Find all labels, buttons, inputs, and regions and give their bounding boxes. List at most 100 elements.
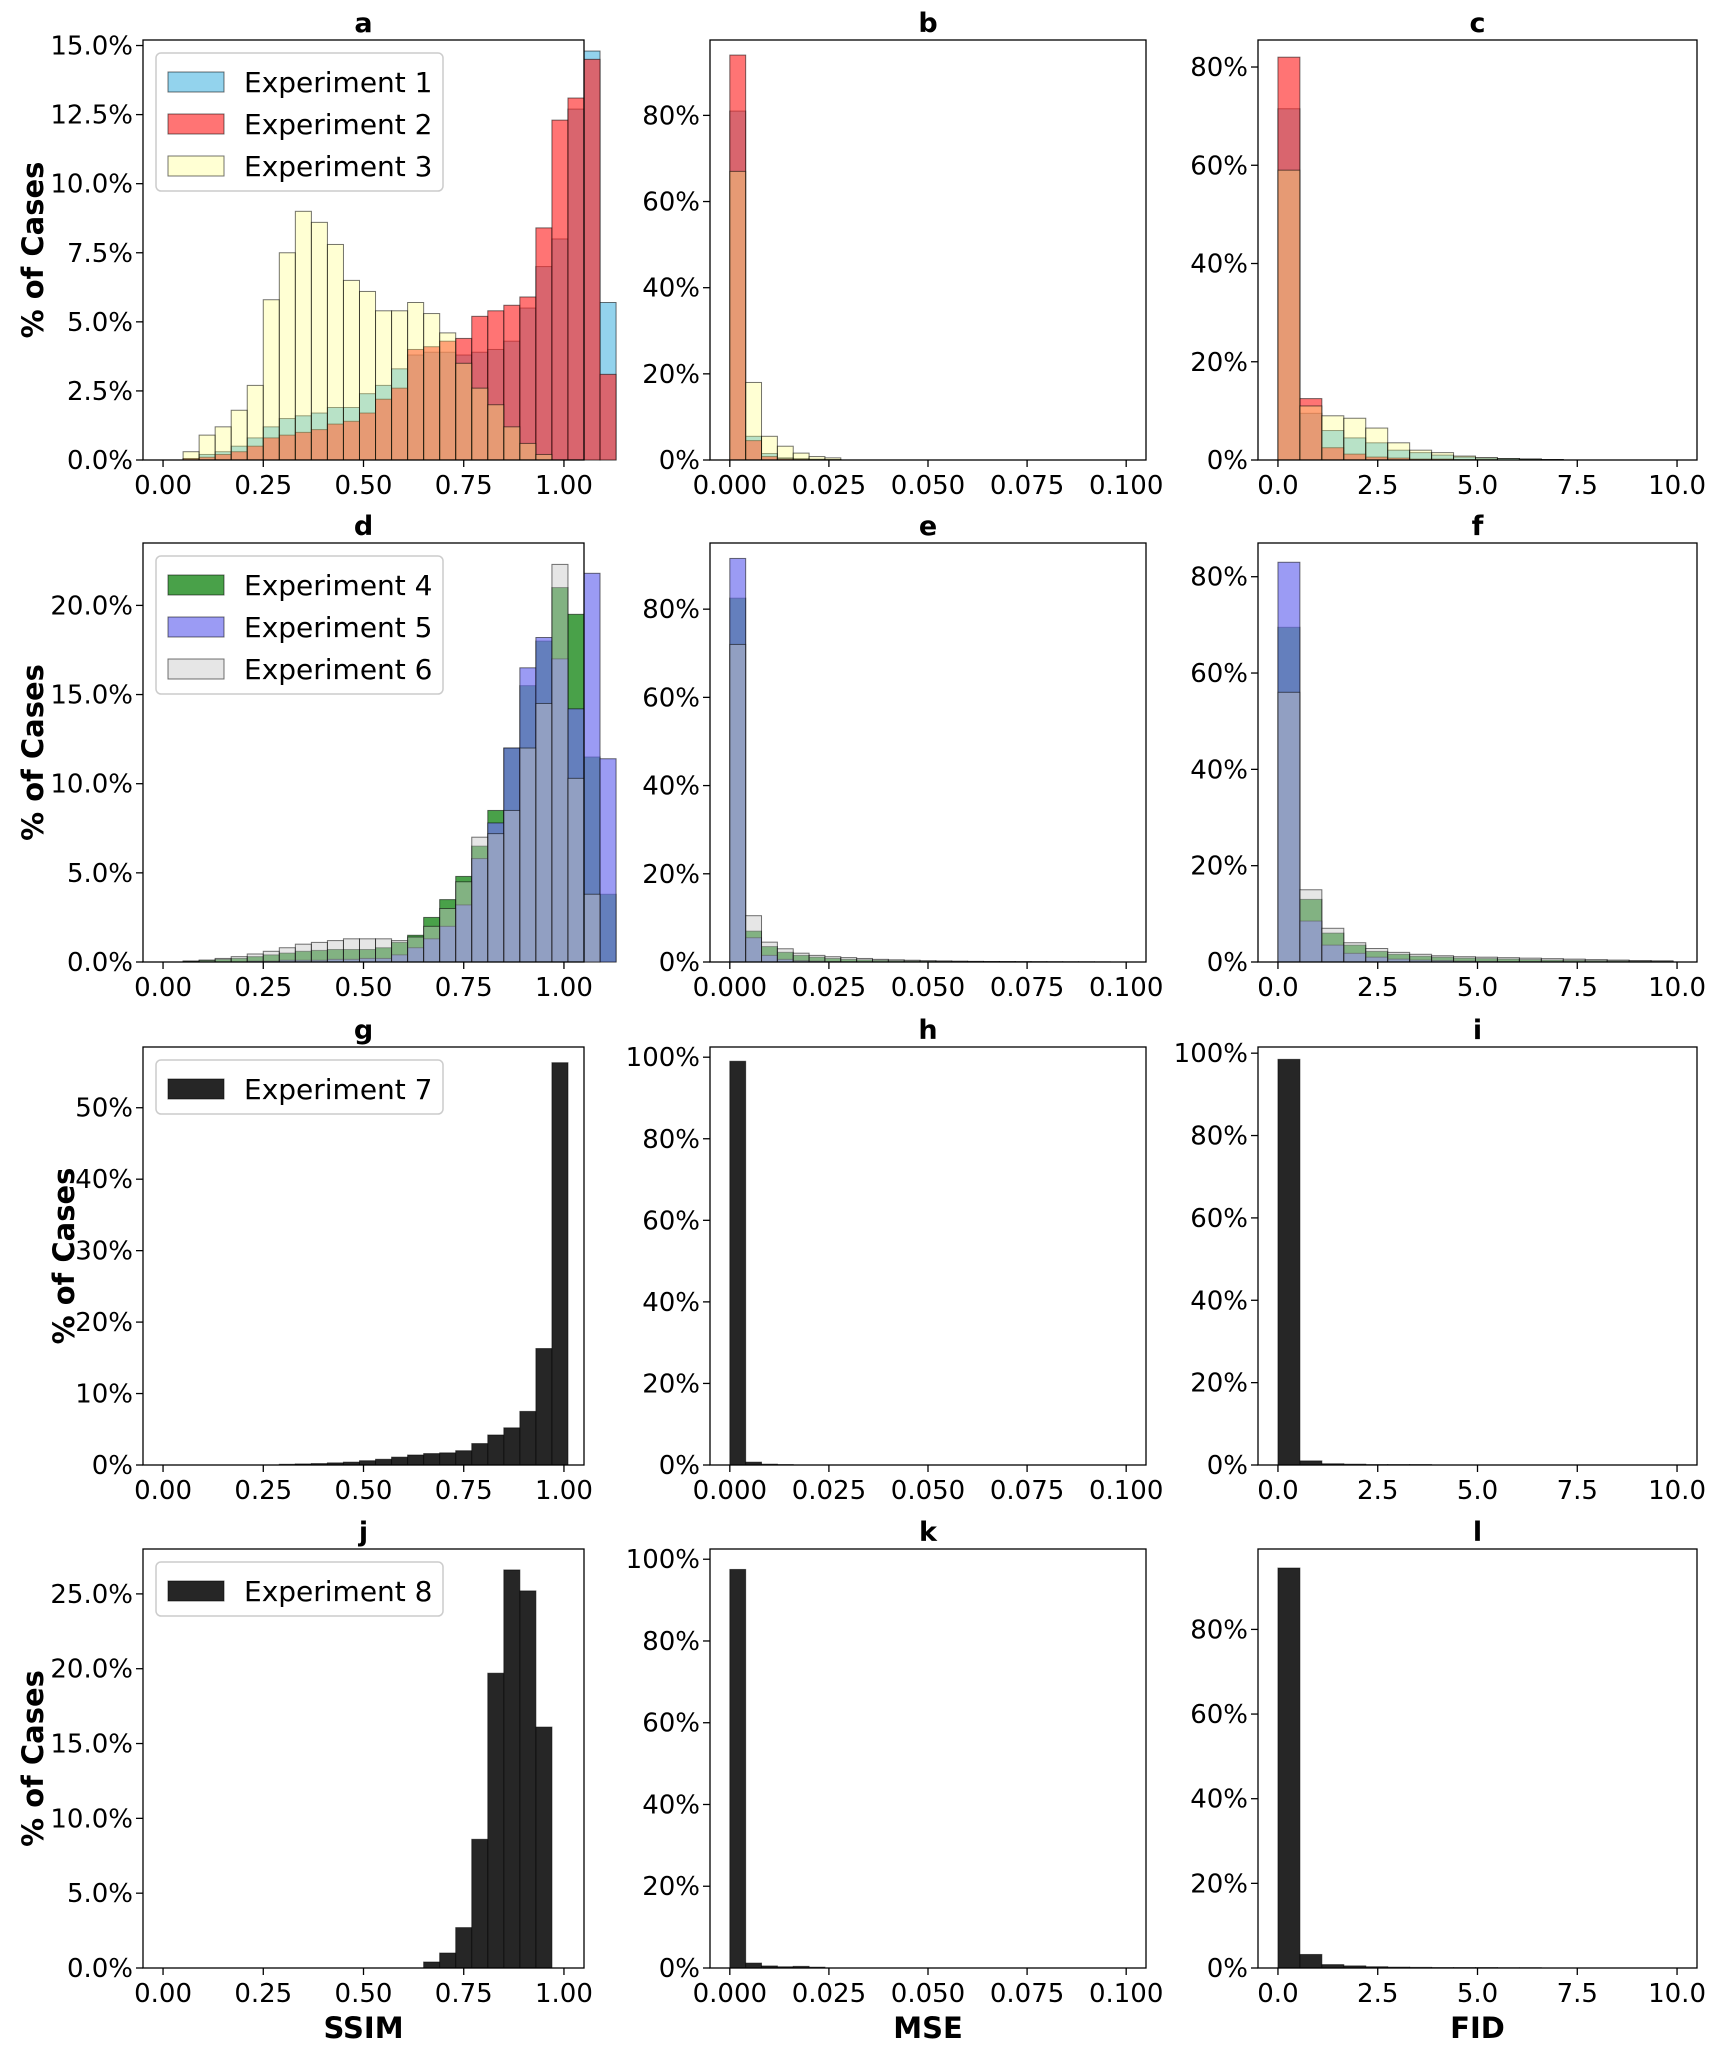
x-tick-label: 0.000 [693,471,767,501]
y-tick-label: 5.0% [67,859,133,889]
bar [439,1952,457,1969]
bar [567,97,585,461]
y-tick-label: 10.0% [50,770,133,800]
plot-frame [709,1046,1147,1466]
y-tick-label: 20% [1190,852,1248,882]
panel-f: 0.0 2.5 5.0 7.5 10.0 0% 20% 40% 60% 80% f [1190,511,1706,1003]
bar [1321,415,1345,461]
legend-label: Experiment 6 [244,653,433,686]
bar [1321,927,1345,963]
bar [792,952,810,963]
x-tick-label: 0.100 [1089,1979,1163,2009]
bar [1409,449,1433,461]
bar [729,643,747,963]
y-tick-label: 40% [642,274,700,304]
legend-swatch [167,616,225,638]
y-tick-label: 0% [659,948,700,978]
x-tick-label: 0.50 [335,1979,393,2009]
bar [230,409,248,461]
bar [1277,1058,1301,1466]
y-tick-label: 10.0% [50,1804,133,1834]
y-tick-label: 0.0% [67,948,133,978]
x-axis-label: MSE [893,2011,963,2045]
legend-box [155,1561,444,1617]
y-tick-label: 20% [1190,348,1248,378]
y-axis-label: % of Cases [16,664,50,841]
x-tick-label: 0.25 [234,1979,292,2009]
bar [599,373,617,461]
x-tick-label: 7.5 [1557,973,1598,1003]
x-tick-label: 0.000 [693,973,767,1003]
y-tick-label: 20.0% [50,1655,133,1685]
x-tick-label: 0.000 [693,1979,767,2009]
legend-swatch [167,155,225,177]
panel-i: 0.0 2.5 5.0 7.5 10.0 0% 20% 40% 60% 80% 100% i [1174,1015,1706,1506]
x-tick-label: 0.00 [134,1979,192,2009]
bar [792,452,810,461]
legend-label: Experiment 1 [244,66,433,99]
y-tick-label: 40% [1190,1286,1248,1316]
y-tick-label: 5.0% [67,308,133,338]
bar [310,941,328,963]
x-tick-label: 0.075 [990,1476,1064,1506]
bar [423,1453,441,1466]
bar [1409,953,1433,963]
panel-l: 0.0 2.5 5.0 7.5 10.0 0% 20% 40% 60% 80% l FID [1190,1517,1706,2045]
legend-label: Experiment 5 [244,611,433,644]
bar [391,310,409,461]
x-tick-label: 0.00 [134,471,192,501]
y-tick-label: 60% [1190,1700,1248,1730]
x-tick-label: 0.100 [1089,1476,1163,1506]
bar [745,1962,763,1969]
bar [761,941,778,963]
bar [824,956,842,963]
y-tick-label: 20% [642,1369,700,1399]
x-tick-label: 0.050 [891,1979,965,2009]
y-tick-label: 80% [642,1627,700,1657]
bar [729,1060,747,1466]
bar [455,1450,473,1466]
x-tick-label: 0.75 [435,1979,493,2009]
y-tick-label: 0% [659,446,700,476]
bar [358,290,377,461]
bar [567,777,585,963]
panel-a: 0.00 0.25 0.50 0.75 1.00 0.0% 2.5% 5.0% 7.5% 10.0… [16,8,617,501]
bar [262,299,280,461]
bars-b [729,54,842,461]
bars-f [1277,561,1674,963]
y-tick-label: 20% [75,1308,133,1338]
x-tick-label: 1.00 [535,471,593,501]
plot-frame [1257,1046,1698,1466]
plot-frame [709,1548,1147,1969]
y-tick-label: 10% [75,1380,133,1410]
y-tick-label: 80% [642,595,700,625]
x-tick-label: 10.0 [1648,1979,1706,2009]
bars-k [729,1568,826,1969]
bar [503,1569,521,1969]
bar [230,956,248,963]
panel-e: 0.000 0.025 0.050 0.075 0.100 0% 20% 40% 60% 80% e [642,511,1163,1003]
bar [583,58,601,461]
panel-title: c [1469,8,1485,39]
x-tick-label: 1.00 [535,1476,593,1506]
panel-title: i [1473,1015,1482,1046]
bar [487,833,505,963]
legend-label: Experiment 8 [244,1575,433,1608]
legend-label: Experiment 3 [244,150,433,183]
bar [375,1458,393,1466]
x-tick-label: 0.0 [1257,1979,1298,2009]
bar [1453,956,1477,963]
x-tick-label: 5.0 [1457,1476,1498,1506]
bar [246,384,264,461]
x-axis-label: SSIM [323,2011,403,2045]
bar [278,947,296,963]
y-tick-label: 100% [626,1043,700,1073]
y-tick-label: 20% [642,860,700,890]
bar [745,915,763,963]
y-tick-label: 80% [1190,563,1248,593]
x-tick-label: 7.5 [1557,1476,1598,1506]
panel-b: 0.000 0.025 0.050 0.075 0.100 0% 20% 40% 60% 80% b [642,8,1163,501]
y-tick-label: 80% [1190,1122,1248,1152]
panel-title: k [919,1517,938,1548]
bar [487,1434,505,1466]
